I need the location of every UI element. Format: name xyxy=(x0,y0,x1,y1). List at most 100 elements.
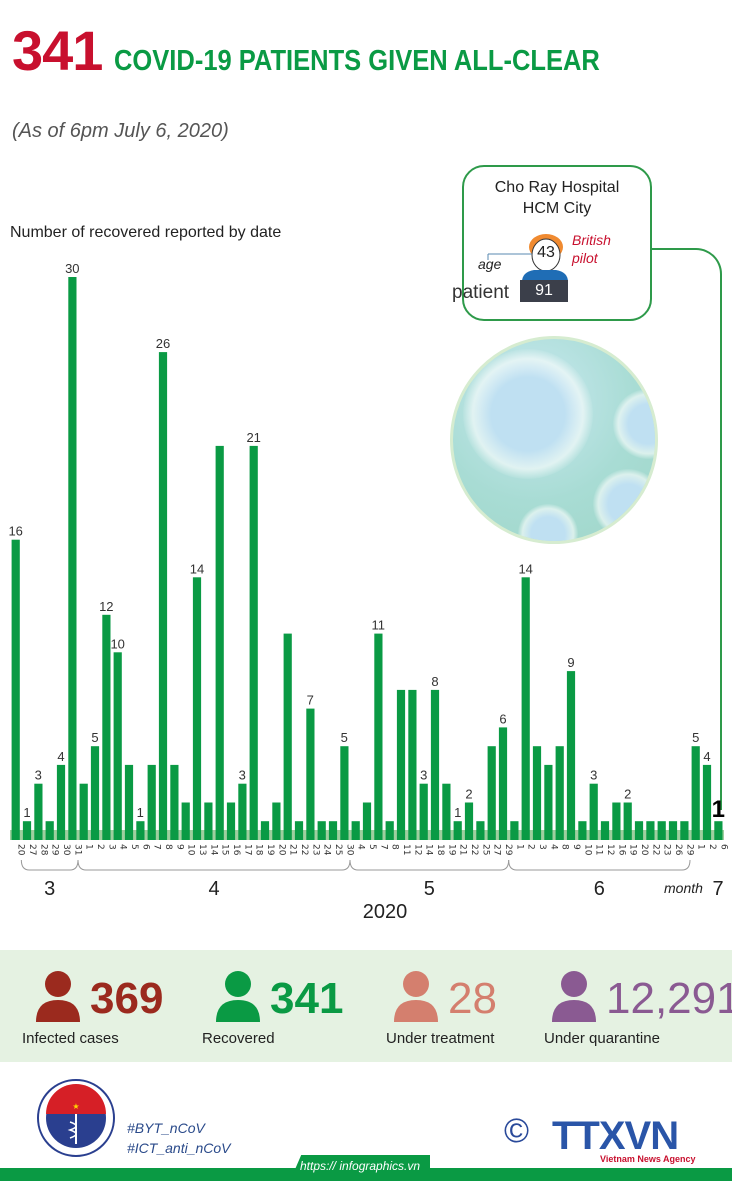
bar-value-label: 30 xyxy=(65,261,79,276)
month-bracket xyxy=(349,859,510,871)
x-tick-label: 17 xyxy=(242,844,252,855)
x-tick-label: 6 xyxy=(718,844,728,850)
bar xyxy=(453,821,462,840)
x-tick-label: 30 xyxy=(61,844,71,856)
bar-value-label: 1 xyxy=(137,805,144,820)
bar-value-label: 14 xyxy=(190,561,204,576)
month-axis-label: month xyxy=(664,880,703,896)
bar-value-label: 11 xyxy=(372,618,386,633)
bar-value-label: 8 xyxy=(431,674,438,689)
x-tick-label: 12 xyxy=(605,844,615,855)
x-tick-label: 23 xyxy=(662,844,672,855)
x-tick-label: 11 xyxy=(401,844,411,855)
patient-nationality: British pilot xyxy=(572,232,611,266)
bar-value-label: 3 xyxy=(35,768,42,783)
bar xyxy=(181,802,190,840)
bar xyxy=(226,802,236,840)
x-tick-label: 28 xyxy=(38,844,48,856)
bar xyxy=(442,783,451,840)
hospital-name: Cho Ray Hospital HCM City xyxy=(494,179,620,217)
stat-label: Recovered xyxy=(202,1030,275,1047)
x-tick-label: 2 xyxy=(95,844,105,850)
bar xyxy=(340,746,349,840)
x-tick-label: 5 xyxy=(367,844,377,850)
bar xyxy=(646,821,655,840)
bar-value-label: 2 xyxy=(624,787,631,802)
bar xyxy=(600,821,610,840)
bar-value-label: 26 xyxy=(156,336,170,351)
x-tick-label: 18 xyxy=(254,844,264,856)
month-label: 5 xyxy=(424,878,435,900)
x-tick-label: 25 xyxy=(333,844,343,855)
bar xyxy=(113,652,122,840)
bar-value-label: 1 xyxy=(454,805,461,820)
bar xyxy=(714,821,723,840)
bar xyxy=(408,689,417,840)
hashtag-ict: #ICT_anti_nCoV xyxy=(127,1140,231,1156)
bar xyxy=(634,821,644,840)
x-tick-label: 20 xyxy=(639,844,649,856)
stat-label: Under treatment xyxy=(386,1030,495,1047)
bar xyxy=(396,689,406,840)
x-tick-label: 16 xyxy=(616,844,626,856)
x-tick-label: 10 xyxy=(582,844,592,856)
x-tick-label: 19 xyxy=(446,844,456,856)
bar xyxy=(657,821,666,840)
bar xyxy=(555,746,564,840)
bar xyxy=(136,821,145,840)
stat-label: Infected cases xyxy=(22,1030,119,1047)
bar xyxy=(476,821,485,840)
person-icon xyxy=(394,971,438,1022)
bar xyxy=(385,821,394,840)
bar-value-label: 5 xyxy=(91,730,98,745)
patient-shirt-icon xyxy=(522,270,568,282)
bar xyxy=(192,577,202,840)
copyright-icon: © xyxy=(504,1112,530,1150)
patient-label: patient xyxy=(452,282,510,303)
bar xyxy=(79,783,88,840)
x-tick-label: 18 xyxy=(435,844,445,856)
x-tick-label: 12 xyxy=(412,844,422,855)
patient-id: 91 xyxy=(520,280,568,302)
x-tick-label: 11 xyxy=(594,844,604,855)
stat-label: Under quarantine xyxy=(544,1030,660,1047)
patient-avatar-icon xyxy=(529,234,563,272)
x-tick-label: 1 xyxy=(84,844,94,850)
bar xyxy=(147,764,156,840)
x-tick-label: 1 xyxy=(696,844,706,850)
x-tick-label: 4 xyxy=(118,844,128,850)
title-text: COVID-19 PATIENTS GIVEN ALL-CLEAR xyxy=(114,45,601,77)
bar-value-label: 9 xyxy=(567,655,574,670)
stat-value: 28 xyxy=(448,974,497,1023)
bar-value-label: 12 xyxy=(99,599,113,614)
x-tick-label: 21 xyxy=(288,844,298,855)
callout-connector-line xyxy=(648,248,722,810)
x-tick-label: 19 xyxy=(628,844,638,856)
bar xyxy=(362,802,372,840)
website-link[interactable]: https:// infographics.vn xyxy=(300,1159,421,1173)
x-tick-label: 22 xyxy=(650,844,660,855)
hashtag-byt: #BYT_nCoV xyxy=(127,1120,205,1136)
month-label: 6 xyxy=(594,878,605,900)
x-tick-label: 22 xyxy=(469,844,479,855)
bar xyxy=(544,764,553,840)
bar xyxy=(328,821,338,840)
bar-value-label: 21 xyxy=(246,430,260,445)
bar xyxy=(487,746,496,840)
bar xyxy=(22,821,32,840)
bar xyxy=(510,821,519,840)
page-title: 341 COVID-19 PATIENTS GIVEN ALL-CLEAR xyxy=(12,18,667,83)
bar xyxy=(124,764,134,840)
bar xyxy=(612,802,621,840)
x-tick-label: 14 xyxy=(208,844,218,856)
patient-age: 43 xyxy=(537,244,555,261)
bar xyxy=(158,352,168,840)
x-tick-label: 15 xyxy=(220,844,230,855)
x-tick-label: 14 xyxy=(424,844,434,856)
x-tick-label: 5 xyxy=(129,844,139,850)
bar-value-label: 4 xyxy=(703,749,710,764)
x-tick-label: 4 xyxy=(548,844,558,850)
bar xyxy=(623,802,632,840)
x-tick-label: 25 xyxy=(480,844,490,855)
person-icon xyxy=(36,971,80,1022)
